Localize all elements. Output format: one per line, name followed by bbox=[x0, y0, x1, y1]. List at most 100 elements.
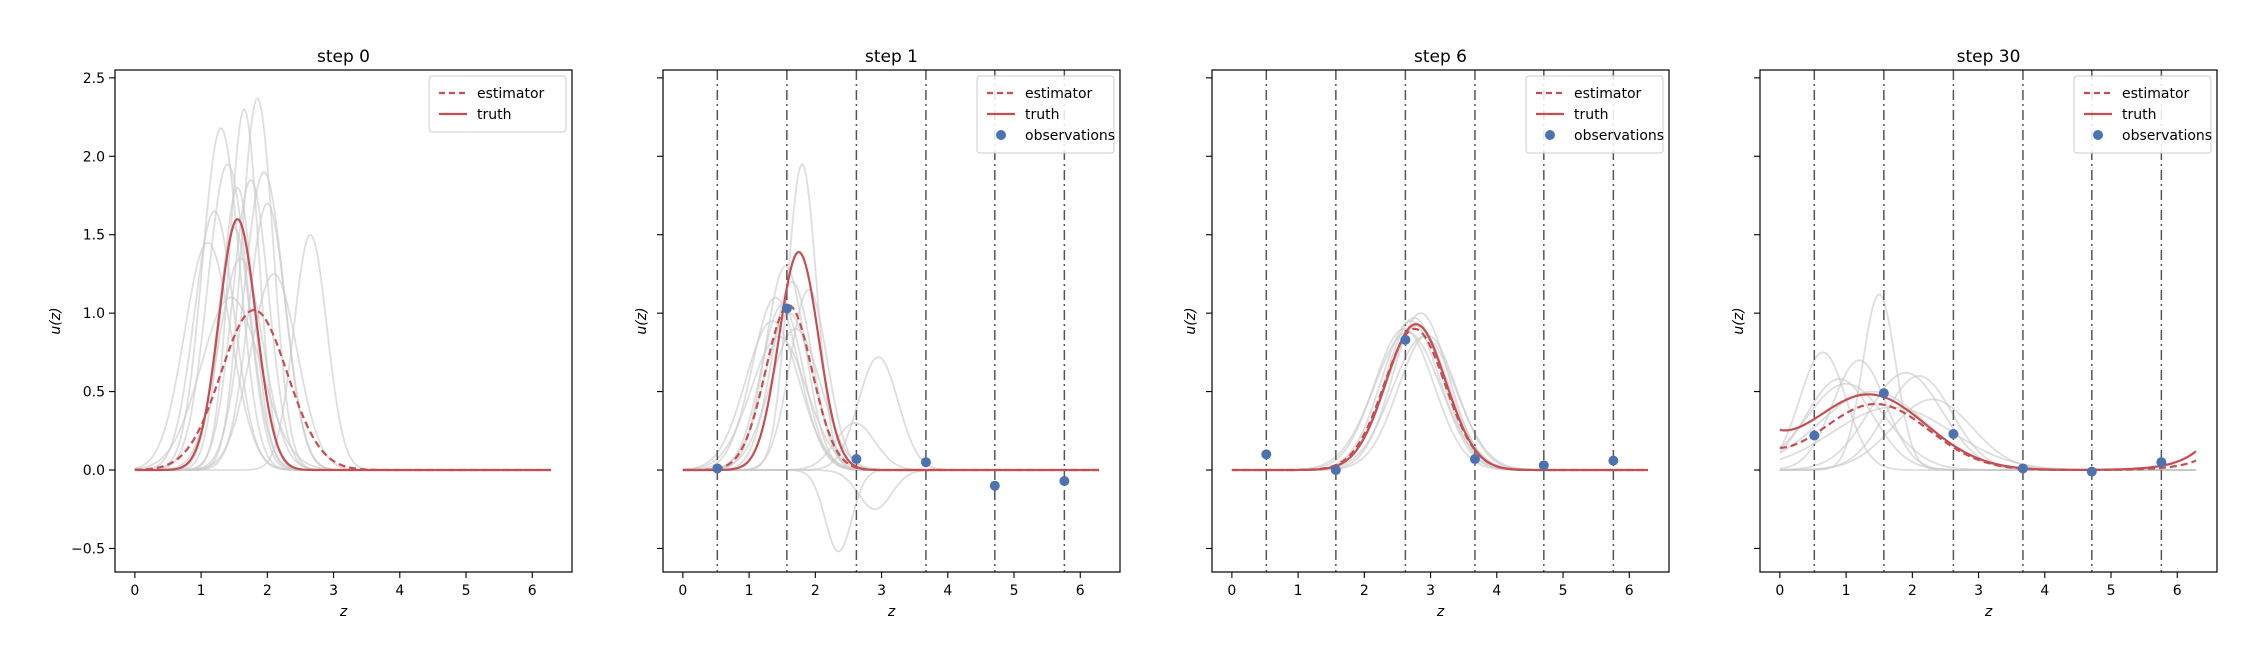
observation-point bbox=[851, 454, 862, 465]
legend-box bbox=[2073, 75, 2212, 154]
legend-label-observations: observations bbox=[1574, 128, 1664, 144]
observation-point bbox=[1261, 449, 1272, 460]
y-tick-label: 0.0 bbox=[83, 463, 105, 479]
legend-observations-swatch bbox=[996, 130, 1006, 140]
x-tick-label: 4 bbox=[943, 583, 952, 599]
x-axis-label: z bbox=[1436, 604, 1445, 620]
x-tick-label: 1 bbox=[1842, 583, 1851, 599]
subplot-title: step 1 bbox=[865, 47, 918, 67]
x-tick-label: 4 bbox=[2040, 583, 2049, 599]
legend-label-observations: observations bbox=[2122, 128, 2212, 144]
legend-label-truth: truth bbox=[1574, 107, 1608, 123]
subplot-4: 0 1 2 3 4 5 6 z u(z) step 30 estimator truth observa… bbox=[1731, 47, 2218, 620]
x-tick-label: 6 bbox=[1625, 583, 1634, 599]
observation-point bbox=[1878, 388, 1889, 399]
x-axis-label: z bbox=[339, 604, 348, 620]
legend-box bbox=[1525, 75, 1664, 154]
estimator-line bbox=[682, 304, 1100, 472]
y-axis-label: u(z) bbox=[48, 307, 64, 334]
y-axis-label: u(z) bbox=[1183, 307, 1199, 334]
x-tick-label: 5 bbox=[2107, 583, 2116, 599]
x-axis-label: z bbox=[1984, 604, 1993, 620]
legend: estimator truth bbox=[428, 75, 567, 133]
x-tick-label: 0 bbox=[130, 583, 139, 599]
plot-area bbox=[682, 70, 1100, 572]
x-tick-label: 4 bbox=[1492, 583, 1501, 599]
observation-point bbox=[1809, 430, 1820, 441]
x-tick-label: 6 bbox=[2173, 583, 2182, 599]
observation-point bbox=[781, 303, 792, 314]
observation-point bbox=[1948, 428, 1959, 439]
ensemble-member-line bbox=[682, 469, 1100, 511]
y-axis-label: u(z) bbox=[634, 307, 650, 334]
x-tick-label: 1 bbox=[1294, 583, 1303, 599]
x-tick-label: 5 bbox=[462, 583, 471, 599]
x-tick-label: 0 bbox=[1227, 583, 1236, 599]
subplot-title: step 30 bbox=[1957, 47, 2021, 67]
observation-point bbox=[1608, 455, 1619, 466]
x-tick-label: 0 bbox=[1775, 583, 1784, 599]
legend-observations-swatch bbox=[2093, 130, 2103, 140]
axes-frame bbox=[114, 69, 573, 573]
x-tick-label: 1 bbox=[197, 583, 206, 599]
x-tick-label: 6 bbox=[1076, 583, 1085, 599]
observation-point bbox=[1400, 334, 1411, 345]
x-tick-label: 5 bbox=[1010, 583, 1019, 599]
legend-label-observations: observations bbox=[1025, 128, 1115, 144]
y-axis-label: u(z) bbox=[1731, 307, 1747, 334]
x-tick-label: 4 bbox=[395, 583, 404, 599]
truth-line bbox=[682, 250, 1100, 472]
x-tick-label: 2 bbox=[263, 583, 272, 599]
x-tick-label: 1 bbox=[745, 583, 754, 599]
ensemble-member-line bbox=[134, 202, 552, 471]
ensemble-member-line bbox=[1231, 327, 1649, 471]
y-tick-label: 2.0 bbox=[83, 149, 105, 165]
x-tick-label: 6 bbox=[528, 583, 537, 599]
x-tick-label: 2 bbox=[811, 583, 820, 599]
estimator-line bbox=[1231, 327, 1649, 472]
x-tick-label: 3 bbox=[1974, 583, 1983, 599]
ensemble-member-line bbox=[134, 186, 552, 471]
estimator-line bbox=[1779, 402, 2197, 472]
y-tick-label: 2.5 bbox=[83, 71, 105, 87]
plot-area bbox=[134, 96, 552, 472]
subplot-3: 0 1 2 3 4 5 6 z u(z) step 6 estimator truth observat… bbox=[1183, 47, 1670, 620]
legend-label-truth: truth bbox=[477, 107, 511, 123]
observation-point bbox=[1059, 476, 1070, 487]
legend-observations-swatch bbox=[1545, 130, 1555, 140]
legend-label-estimator: estimator bbox=[1025, 86, 1093, 102]
legend-box bbox=[428, 75, 567, 133]
observation-point bbox=[989, 480, 1000, 491]
legend-label-estimator: estimator bbox=[2122, 86, 2190, 102]
x-tick-label: 2 bbox=[1360, 583, 1369, 599]
observation-point bbox=[2156, 457, 2167, 468]
ensemble-member-line bbox=[682, 356, 1100, 471]
legend: estimator truth observations bbox=[2073, 75, 2212, 154]
y-tick-label: 1.5 bbox=[83, 228, 105, 244]
ensemble-member-line bbox=[1231, 320, 1649, 471]
x-tick-label: 2 bbox=[1908, 583, 1917, 599]
estimator-line bbox=[134, 308, 552, 472]
axes-frame bbox=[1759, 69, 2218, 573]
ensemble-member-line bbox=[1231, 316, 1649, 471]
subplot-2: 0 1 2 3 4 5 6 z u(z) step 1 estimator truth observat… bbox=[634, 47, 1121, 620]
ensemble-member-line bbox=[134, 233, 552, 471]
x-tick-label: 3 bbox=[877, 583, 886, 599]
observation-point bbox=[2017, 463, 2028, 474]
x-axis-label: z bbox=[887, 604, 896, 620]
axes-frame bbox=[1211, 69, 1670, 573]
subplot-title: step 0 bbox=[317, 47, 370, 67]
legend: estimator truth observations bbox=[976, 75, 1115, 154]
ensemble-member-line bbox=[1231, 312, 1649, 471]
observation-point bbox=[712, 463, 723, 474]
y-tick-label: 0.5 bbox=[83, 385, 105, 401]
legend-box bbox=[976, 75, 1115, 154]
legend-label-truth: truth bbox=[1025, 107, 1059, 123]
observation-point bbox=[1538, 460, 1549, 471]
x-tick-label: 3 bbox=[1426, 583, 1435, 599]
ensemble-member-line bbox=[134, 127, 552, 471]
observation-point bbox=[2086, 466, 2097, 477]
observation-point bbox=[1469, 454, 1480, 465]
plot-area bbox=[1231, 70, 1649, 572]
